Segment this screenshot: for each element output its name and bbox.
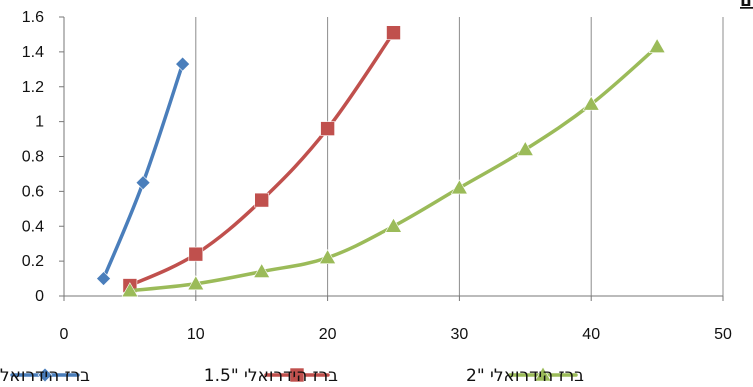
- legend-marker-3: [534, 366, 552, 382]
- x-tick-label: 20: [319, 326, 337, 343]
- y-tick-label: 0: [35, 288, 44, 305]
- x-tick-label: 0: [60, 326, 69, 343]
- data-point-s1-1: [96, 271, 111, 286]
- data-point-s3-7: [516, 140, 534, 156]
- data-point-s3-9: [648, 38, 666, 53]
- y-tick-label: 0.4: [22, 218, 44, 235]
- y-tick-label: 1.4: [22, 44, 44, 61]
- data-point-s3-2: [187, 275, 205, 291]
- legend-item-3: ברז הידרואלי "2: [466, 366, 584, 386]
- legend-marker-2: [289, 367, 305, 383]
- y-tick-label: 0.2: [22, 253, 44, 270]
- x-tick-label: 10: [187, 326, 205, 343]
- y-tick-label: 0.6: [22, 183, 44, 200]
- data-point-s2-2: [188, 246, 204, 262]
- data-point-s2-4: [320, 121, 335, 136]
- series-line-3: [128, 44, 659, 293]
- legend-item-1: ברז הידרואלי "1: [0, 366, 90, 386]
- gridlines: [63, 17, 724, 296]
- data-point-s3-8: [582, 95, 600, 111]
- legend: ברז הידרואלי "1 ברז הידרואלי "1.5 ברז הידר…: [0, 366, 584, 386]
- y-tick-label: 1.2: [22, 79, 44, 96]
- header-fragment: הפסד לחצים: [740, 0, 753, 11]
- axes: 0 0.2 0.4 0.6 0.8 1 1.2 1.4 1.6 0 10 20 30 40 50: [22, 9, 732, 343]
- data-point-s1-2: [135, 175, 151, 191]
- legend-label-2: ברז הידרואלי "1.5: [204, 366, 338, 386]
- data-point-s3-3: [253, 262, 271, 278]
- y-tick-label: 0.8: [22, 149, 44, 166]
- data-point-s3-1: [121, 282, 139, 298]
- y-tick-label: 1: [35, 114, 44, 131]
- data-point-s2-3: [254, 192, 269, 208]
- legend-label-3: ברז הידרואלי "2: [466, 366, 584, 386]
- legend-item-2: ברז הידרואלי "1.5: [204, 366, 338, 386]
- x-tick-label: 30: [451, 326, 469, 343]
- legend-marker-1: [37, 367, 53, 383]
- x-tick-label: 40: [582, 326, 600, 343]
- legend-label-1: ברז הידרואלי "1: [0, 366, 90, 386]
- data-point-s3-5: [384, 217, 403, 233]
- series-1: [96, 56, 191, 286]
- data-point-s3-4: [319, 249, 337, 264]
- data-point-s2-5: [386, 25, 401, 40]
- y-tick-label: 1.6: [22, 9, 44, 26]
- x-tick-label: 50: [714, 326, 732, 343]
- data-point-s3-6: [450, 179, 468, 195]
- series-2: [122, 25, 401, 293]
- series-3: [121, 38, 666, 298]
- data-point-s1-3: [175, 56, 191, 72]
- series: [96, 25, 666, 298]
- series-line-1: [101, 62, 185, 281]
